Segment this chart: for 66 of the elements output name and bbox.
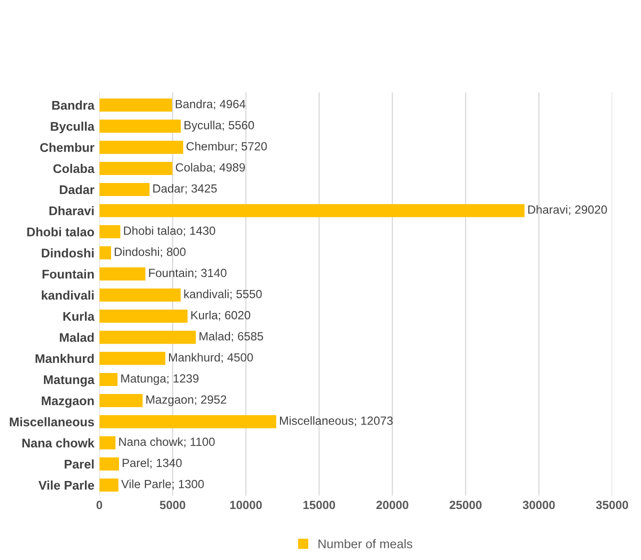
data-label: Dharavi; 29020: [528, 205, 607, 216]
bar: [99, 288, 181, 302]
bar: [99, 352, 166, 365]
x-tick-label: 20000: [376, 500, 408, 510]
bar: [99, 225, 120, 238]
y-tick-label: Byculla: [50, 122, 95, 134]
bar: [99, 98, 172, 112]
y-tick-label: Dhobi talao: [27, 227, 94, 236]
bar: [99, 267, 146, 280]
bar: [99, 140, 184, 154]
y-tick-label: Fountain: [42, 269, 94, 279]
x-tick-label: 30000: [522, 500, 555, 510]
y-tick-label: Dindoshi: [42, 248, 94, 258]
data-label: Malad; 6585: [200, 332, 264, 342]
bar: [99, 478, 118, 492]
bar: [99, 372, 118, 386]
data-label: Mankhurd; 4500: [169, 352, 253, 363]
data-label: Vile Parle; 1300: [121, 480, 204, 490]
bar: [99, 436, 116, 450]
legend-label: Number of meals: [318, 539, 412, 548]
x-tick-label: 15000: [303, 500, 336, 510]
x-tick-label: 10000: [230, 500, 262, 510]
bar: [99, 394, 143, 408]
bar: [99, 415, 276, 428]
data-label: Parel; 1340: [122, 458, 182, 468]
y-tick-label: Parel: [64, 459, 94, 469]
bar: [99, 182, 150, 196]
x-tick-label: 5000: [160, 500, 186, 510]
data-label: Colaba; 4989: [176, 162, 245, 173]
bar: [99, 162, 172, 175]
data-label: Fountain; 3140: [149, 268, 226, 279]
y-tick-label: Bandra: [52, 100, 95, 110]
data-label: Byculla; 5560: [184, 120, 254, 132]
bar: [99, 120, 181, 133]
y-tick-label: Mankhurd: [36, 354, 94, 364]
data-label: Bandra; 4964: [176, 100, 246, 110]
y-tick-label: Dadar: [60, 184, 94, 194]
data-label: Miscellaneous; 12073: [280, 416, 393, 426]
x-tick-label: 25000: [450, 500, 482, 510]
data-label: Matunga; 1239: [121, 374, 198, 385]
y-tick-label: Dharavi: [49, 206, 94, 216]
y-tick-label: Malad: [60, 332, 94, 342]
x-tick-label: 35000: [596, 500, 628, 510]
x-tick-label: 0: [96, 500, 102, 510]
data-label: Dadar; 3425: [153, 184, 217, 194]
data-label: Dindoshi; 800: [114, 247, 186, 258]
bar: [99, 330, 196, 344]
y-tick-label: Colaba: [53, 164, 95, 174]
bar: [99, 457, 119, 470]
y-tick-label: Vile Parle: [38, 480, 94, 490]
bar: [99, 204, 525, 218]
y-tick-label: Nana chowk: [22, 438, 95, 448]
y-tick-label: kandivali: [42, 290, 94, 300]
bar: [99, 310, 188, 323]
y-tick-label: Matunga: [44, 375, 95, 387]
y-tick-label: Kurla: [63, 312, 95, 321]
data-label: Chembur; 5720: [186, 142, 267, 152]
data-label: Mazgaon; 2952: [146, 395, 226, 406]
data-label: Dhobi talao; 1430: [124, 226, 216, 236]
data-label: Kurla; 6020: [191, 310, 250, 321]
bar: [99, 246, 112, 260]
data-label: Nana chowk; 1100: [119, 437, 215, 448]
data-label: kandivali; 5550: [184, 290, 262, 300]
y-tick-label: Chembur: [40, 142, 94, 152]
y-tick-label: Miscellaneous: [10, 417, 94, 426]
y-tick-label: Mazgaon: [42, 396, 94, 408]
